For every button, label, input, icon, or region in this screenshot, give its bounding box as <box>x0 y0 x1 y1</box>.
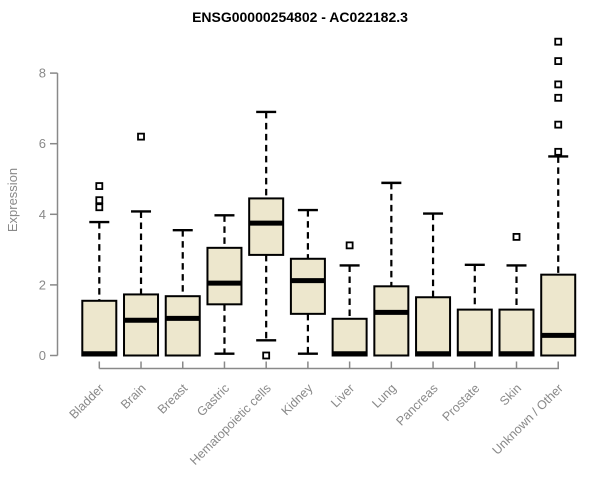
iqr-box <box>415 296 452 357</box>
x-category-label: Bladder <box>67 381 107 421</box>
box-liver <box>331 241 368 357</box>
box-lung <box>373 181 410 357</box>
y-tick-label: 6 <box>39 136 46 151</box>
iqr-box <box>540 273 577 357</box>
x-category-label: Prostate <box>440 381 483 424</box>
outlier-point <box>137 132 145 141</box>
outlier-point <box>554 37 563 46</box>
iqr-box <box>289 257 326 315</box>
y-tick-label: 8 <box>39 66 46 81</box>
x-category-label: Breast <box>155 381 191 417</box>
iqr-box <box>498 308 535 357</box>
iqr-box <box>373 285 410 357</box>
box-bladder <box>81 182 118 357</box>
x-category-label: Lung <box>369 381 399 411</box>
x-category-label: Skin <box>497 381 524 408</box>
outlier-point <box>95 196 104 205</box>
box-hematopoietic-cells <box>248 110 285 360</box>
y-tick-label: 0 <box>39 348 46 363</box>
outlier-point <box>554 80 563 89</box>
x-category-label: Liver <box>328 381 357 410</box>
outlier-point <box>95 182 104 190</box>
outlier-point <box>554 147 563 156</box>
box-unknown-other <box>540 37 577 357</box>
iqr-box <box>206 246 243 306</box>
outlier-point <box>554 120 563 129</box>
outlier-point <box>262 351 271 360</box>
x-category-label: Pancreas <box>393 381 440 428</box>
x-category-label: Gastric <box>194 381 232 419</box>
iqr-box <box>456 308 493 357</box>
outlier-point <box>554 57 563 65</box>
y-tick-label: 4 <box>39 207 46 222</box>
x-category-label: Unknown / Other <box>490 381 566 457</box>
box-pancreas <box>415 212 452 357</box>
box-brain <box>123 132 160 357</box>
iqr-box <box>331 317 368 357</box>
boxes-group <box>81 37 577 360</box>
outlier-point <box>512 232 521 241</box>
outlier-point <box>554 93 563 102</box>
iqr-box <box>123 293 160 357</box>
iqr-box <box>248 197 285 256</box>
x-category-label: Brain <box>118 381 149 412</box>
x-category-label: Hematopoietic cells <box>187 381 274 468</box>
x-category-label: Kidney <box>279 381 316 418</box>
box-skin <box>498 232 535 357</box>
iqr-box <box>164 295 201 357</box>
outlier-point <box>345 241 354 250</box>
iqr-box <box>81 299 118 357</box>
y-tick-label: 2 <box>39 277 46 292</box>
outlier-point <box>95 203 104 212</box>
chart-title: ENSG00000254802 - AC022182.3 <box>192 9 408 25</box>
box-kidney <box>289 208 326 355</box>
box-prostate <box>456 263 493 357</box>
box-gastric <box>206 214 243 355</box>
y-axis-label: Expression <box>5 168 20 232</box>
box-breast <box>164 228 201 357</box>
